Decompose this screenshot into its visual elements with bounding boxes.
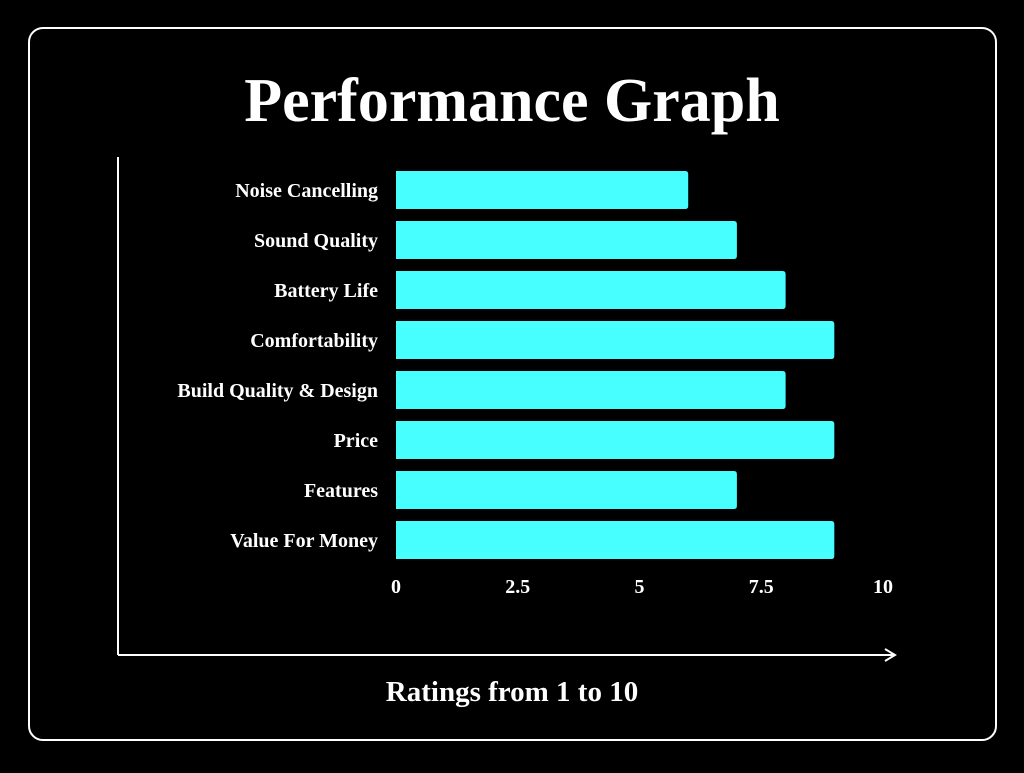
bar [396, 421, 835, 459]
x-tick-label: 2.5 [505, 576, 530, 598]
x-tick-label: 10 [873, 576, 893, 598]
bar [396, 221, 737, 259]
category-label: Comfortability [250, 330, 378, 352]
chart-title: Performance Graph [244, 67, 779, 135]
bar [396, 271, 786, 309]
frame-border [28, 27, 997, 741]
x-axis-label: Ratings from 1 to 10 [386, 676, 638, 708]
bar [396, 471, 737, 509]
x-axis-arrow-icon [884, 648, 897, 662]
category-label: Features [304, 480, 378, 502]
bar [396, 321, 835, 359]
bar [396, 171, 689, 209]
bar [396, 371, 786, 409]
category-label: Battery Life [274, 280, 378, 302]
x-tick-label: 7.5 [749, 576, 774, 598]
x-tick-label: 0 [391, 576, 401, 598]
x-tick-label: 5 [635, 576, 645, 598]
category-label: Price [334, 430, 379, 452]
bar [396, 521, 835, 559]
category-label: Build Quality & Design [177, 380, 378, 402]
category-label: Sound Quality [254, 230, 378, 252]
category-label: Noise Cancelling [235, 180, 378, 202]
category-label: Value For Money [230, 530, 378, 552]
